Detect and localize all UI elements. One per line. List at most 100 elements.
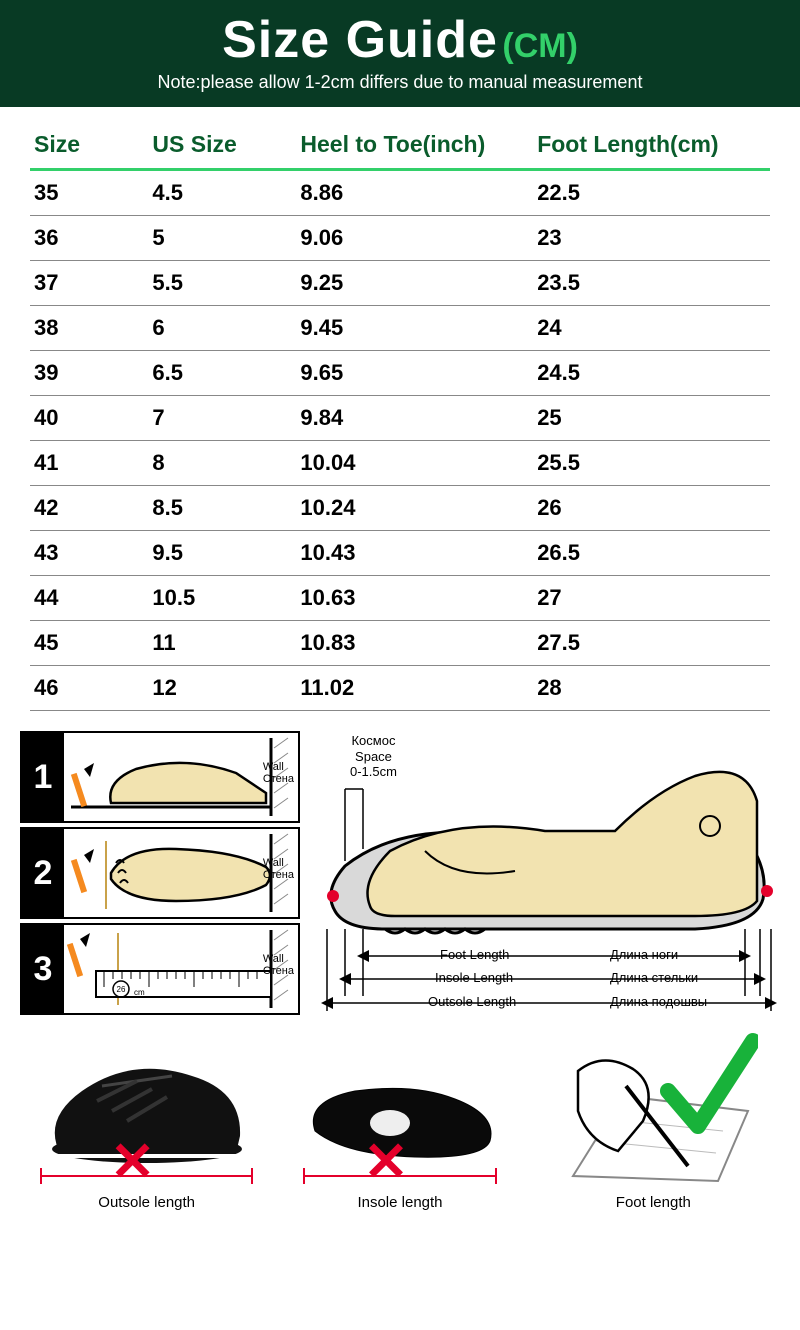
table-cell: 9.5: [148, 531, 296, 576]
table-cell: 9.45: [296, 306, 533, 351]
len-label-1: Insole Length: [435, 970, 513, 985]
caption-outsole: Outsole length: [20, 1194, 273, 1211]
wall-label: WallСтена: [263, 761, 294, 785]
table-cell: 10.5: [148, 576, 296, 621]
x-mark-icon: ✕: [363, 1130, 408, 1193]
table-cell: 26: [533, 486, 770, 531]
table-cell: 27: [533, 576, 770, 621]
table-cell: 37: [30, 261, 148, 306]
bottom-outsole: ✕ Outsole length: [20, 1031, 273, 1211]
wall-label: WallСтена: [263, 953, 294, 977]
table-cell: 36: [30, 216, 148, 261]
table-cell: 40: [30, 396, 148, 441]
table-row: 396.59.6524.5: [30, 351, 770, 396]
table-cell: 8: [148, 441, 296, 486]
svg-text:26: 26: [117, 985, 126, 994]
banner-unit: (CM): [502, 27, 578, 65]
table-cell: 42: [30, 486, 148, 531]
len-label-0-ru: Длина ноги: [610, 947, 678, 962]
table-row: 3659.0623: [30, 216, 770, 261]
banner-title: Size Guide: [222, 11, 498, 69]
step-illustration: WallСтена: [64, 829, 298, 917]
table-row: 4410.510.6327: [30, 576, 770, 621]
table-row: 451110.8327.5: [30, 621, 770, 666]
caption-insole: Insole length: [273, 1194, 526, 1211]
len-label-0: Foot Length: [440, 947, 509, 962]
table-cell: 45: [30, 621, 148, 666]
step-panel: 2 WallСтена: [20, 827, 300, 919]
size-table-th: US Size: [148, 125, 296, 170]
table-row: 428.510.2426: [30, 486, 770, 531]
step-panel: 1 WallСтена: [20, 731, 300, 823]
step-panels: 1 WallСтена 2: [20, 731, 300, 1021]
table-cell: 5.5: [148, 261, 296, 306]
table-cell: 24: [533, 306, 770, 351]
banner-note: Note:please allow 1-2cm differs due to m…: [0, 72, 800, 93]
table-cell: 24.5: [533, 351, 770, 396]
size-table-body: 354.58.8622.53659.0623375.59.2523.53869.…: [30, 170, 770, 711]
table-cell: 39: [30, 351, 148, 396]
table-cell: 41: [30, 441, 148, 486]
table-cell: 4.5: [148, 170, 296, 216]
table-row: 4079.8425: [30, 396, 770, 441]
step-number: 1: [22, 733, 64, 821]
step-illustration: 26 cm WallСтена: [64, 925, 298, 1013]
table-cell: 10.43: [296, 531, 533, 576]
table-cell: 5: [148, 216, 296, 261]
table-cell: 10.63: [296, 576, 533, 621]
shoe-diagram: Космос Space 0-1.5cm: [310, 731, 780, 1021]
table-cell: 23.5: [533, 261, 770, 306]
bottom-insole: ✕ Insole length: [273, 1031, 526, 1211]
table-cell: 25.5: [533, 441, 770, 486]
table-row: 375.59.2523.5: [30, 261, 770, 306]
table-cell: 12: [148, 666, 296, 711]
space-range: 0-1.5cm: [350, 764, 397, 779]
table-row: 439.510.4326.5: [30, 531, 770, 576]
table-cell: 43: [30, 531, 148, 576]
foot-measure-icon: [548, 1031, 758, 1191]
space-label: Космос Space 0-1.5cm: [350, 733, 397, 780]
table-cell: 11.02: [296, 666, 533, 711]
caption-foot: Foot length: [527, 1194, 780, 1211]
table-cell: 35: [30, 170, 148, 216]
space-ru: Космос: [351, 733, 395, 748]
table-row: 461211.0228: [30, 666, 770, 711]
table-cell: 23: [533, 216, 770, 261]
size-table-header-row: SizeUS SizeHeel to Toe(inch)Foot Length(…: [30, 125, 770, 170]
table-cell: 9.06: [296, 216, 533, 261]
table-cell: 9.65: [296, 351, 533, 396]
table-cell: 28: [533, 666, 770, 711]
size-table-th: Foot Length(cm): [533, 125, 770, 170]
table-cell: 11: [148, 621, 296, 666]
table-cell: 26.5: [533, 531, 770, 576]
wall-label: WallСтена: [263, 857, 294, 881]
table-row: 354.58.8622.5: [30, 170, 770, 216]
table-cell: 9.25: [296, 261, 533, 306]
table-cell: 9.84: [296, 396, 533, 441]
table-cell: 44: [30, 576, 148, 621]
table-cell: 7: [148, 396, 296, 441]
step-number: 2: [22, 829, 64, 917]
step-illustration: WallСтена: [64, 733, 298, 821]
table-cell: 10.24: [296, 486, 533, 531]
table-cell: 38: [30, 306, 148, 351]
table-cell: 27.5: [533, 621, 770, 666]
table-cell: 6: [148, 306, 296, 351]
size-table-wrapper: SizeUS SizeHeel to Toe(inch)Foot Length(…: [0, 107, 800, 721]
table-cell: 22.5: [533, 170, 770, 216]
svg-text:cm: cm: [134, 988, 145, 997]
banner: Size Guide (CM) Note:please allow 1-2cm …: [0, 0, 800, 107]
len-label-1-ru: Длина стельки: [610, 970, 698, 985]
banner-title-row: Size Guide (CM): [0, 10, 800, 70]
space-en: Space: [355, 749, 392, 764]
size-table-th: Heel to Toe(inch): [296, 125, 533, 170]
table-cell: 8.86: [296, 170, 533, 216]
bottom-row: ✕ Outsole length ✕ Insole length Foot le…: [0, 1021, 800, 1231]
size-table-th: Size: [30, 125, 148, 170]
bottom-foot: Foot length: [527, 1031, 780, 1211]
table-cell: 8.5: [148, 486, 296, 531]
len-label-2-ru: Длина подошвы: [610, 994, 707, 1009]
table-row: 41810.0425.5: [30, 441, 770, 486]
table-cell: 10.83: [296, 621, 533, 666]
size-table: SizeUS SizeHeel to Toe(inch)Foot Length(…: [30, 125, 770, 711]
